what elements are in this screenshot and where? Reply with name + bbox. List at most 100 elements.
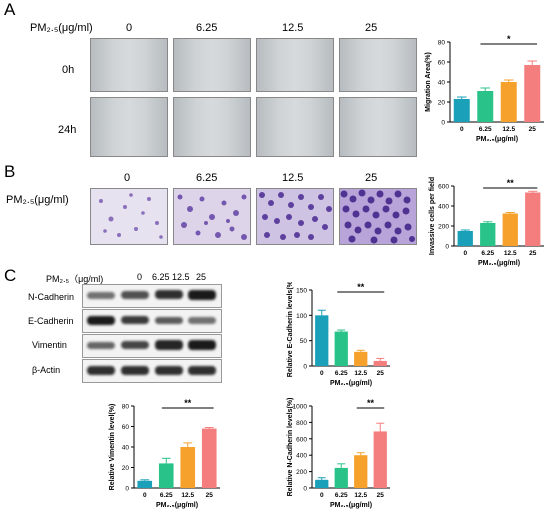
x-tick-label: 6.25 xyxy=(160,492,173,499)
bar xyxy=(180,447,196,488)
transwell-cells-25 xyxy=(340,189,415,244)
bar xyxy=(334,331,348,366)
y-tick-label: 600 xyxy=(438,184,449,191)
y-tick-label: 50 xyxy=(300,338,308,345)
blot-n-cadherin xyxy=(82,284,222,308)
y-tick-label: 60 xyxy=(438,60,446,67)
x-tick-label: 6.25 xyxy=(479,126,492,133)
panel-a-conc-0: 0 xyxy=(126,22,133,34)
blot-band xyxy=(87,292,115,299)
panel-b-conc-0: 0 xyxy=(124,172,131,184)
blot-band xyxy=(188,366,216,375)
bar xyxy=(500,82,517,122)
blot-band xyxy=(188,290,216,300)
panel-b-conc-3: 25 xyxy=(365,172,378,184)
panel-a-letter: A xyxy=(4,0,16,19)
y-tick-label: 600 xyxy=(296,436,307,443)
x-tick-label: 25 xyxy=(206,492,214,499)
y-axis-label: Relative Vimentin level(%) xyxy=(109,404,116,491)
x-tick-label: 25 xyxy=(377,370,385,377)
chart-migration-area: 0 20 40 60 80 Migration Area(%) 0 6.25 12.5 25 PM₂… xyxy=(425,34,544,143)
x-tick-label: 25 xyxy=(529,126,537,133)
bar xyxy=(453,99,470,122)
significance-label: ** xyxy=(357,282,365,292)
y-tick-label: 100 xyxy=(296,313,307,320)
panel-a-conc-1: 6.25 xyxy=(196,22,218,34)
panel-c-conc-2: 12.5 xyxy=(172,272,190,282)
blot-band xyxy=(87,366,115,375)
scratch-image-0h-0 xyxy=(90,38,168,92)
transwell-cells-12.5 xyxy=(259,192,332,240)
x-axis-label: PM₂.₅(μg/ml) xyxy=(476,136,518,143)
scratch-image-24h-0 xyxy=(90,97,168,157)
panel-c-treatment-label: PM₂.₅（μg/ml) xyxy=(46,274,104,284)
y-tick-label: 400 xyxy=(438,204,449,211)
panel-a-treatment-label: PM₂.₅(μg/ml) xyxy=(30,22,93,34)
transwell-cells-0 xyxy=(99,193,163,239)
y-axis-label: Migration Area(%) xyxy=(425,52,432,112)
y-tick-label: 60 xyxy=(122,424,130,431)
y-tick-label: 150 xyxy=(296,288,307,295)
transwell-image-6.25 xyxy=(173,188,251,245)
x-tick-label: 0 xyxy=(320,492,324,499)
bar xyxy=(373,360,387,366)
transwell-image-25 xyxy=(339,188,417,245)
scratch-image-24h-6.25 xyxy=(173,97,251,157)
scratch-image-24h-25 xyxy=(339,97,417,157)
x-tick-label: 25 xyxy=(529,250,537,257)
y-axis-label: Invassive cells per field xyxy=(429,177,436,255)
blot-vimentin xyxy=(82,334,222,358)
x-tick-label: 6.25 xyxy=(335,370,348,377)
x-tick-label: 12.5 xyxy=(502,126,515,133)
blot-e-cadherin xyxy=(82,309,222,333)
panel-a-conc-3: 25 xyxy=(365,22,378,34)
protein-label-n-cadherin: N-Cadherin xyxy=(28,292,75,302)
y-tick-label: 0 xyxy=(445,244,449,251)
protein-label-vimentin: Vimentin xyxy=(32,340,67,350)
y-tick-label: 0 xyxy=(441,120,445,127)
x-axis-label: PM₂.₅(μg/ml) xyxy=(330,380,372,387)
x-tick-label: 0 xyxy=(320,370,324,377)
significance-label: ** xyxy=(507,178,515,188)
blot-band xyxy=(87,316,115,325)
panel-c-conc-1: 6.25 xyxy=(152,272,170,282)
bar xyxy=(137,480,153,488)
y-tick-label: 0 xyxy=(303,364,307,371)
y-tick-label: 0 xyxy=(125,486,129,493)
y-tick-label: 40 xyxy=(122,445,130,452)
y-tick-label: 1000 xyxy=(293,404,308,411)
panel-b-conc-2: 12.5 xyxy=(282,172,304,184)
bar xyxy=(315,479,329,488)
y-tick-label: 400 xyxy=(296,453,307,460)
x-tick-label: 12.5 xyxy=(504,250,517,257)
scratch-image-0h-25 xyxy=(339,38,417,92)
scratch-image-0h-12.5 xyxy=(256,38,334,92)
transwell-image-12.5 xyxy=(256,188,334,245)
y-tick-label: 200 xyxy=(438,224,449,231)
bar xyxy=(315,315,329,366)
panel-c-conc-3: 25 xyxy=(196,272,207,282)
blot-band xyxy=(121,316,149,324)
panel-c-conc-0: 0 xyxy=(137,272,143,282)
x-tick-label: 6.25 xyxy=(481,250,494,257)
panel-c-letter: C xyxy=(4,266,17,285)
panel-b-treatment-label: PM₂.₅(μg/ml) xyxy=(6,194,69,206)
bar xyxy=(502,213,518,246)
blot-band xyxy=(155,366,183,375)
chart-vimentin: 0 20 40 60 80 Relative Vimentin level(%) 0 6.25… xyxy=(109,398,220,509)
y-tick-label: 200 xyxy=(296,469,307,476)
y-tick-label: 80 xyxy=(122,404,130,411)
blot-beta-actin xyxy=(82,359,222,383)
blot-band xyxy=(121,366,149,375)
x-tick-label: 0 xyxy=(463,250,467,257)
blot-band xyxy=(121,341,149,349)
panel-a-row-24h: 24h xyxy=(58,124,77,136)
significance-label: * xyxy=(507,34,511,44)
y-tick-label: 800 xyxy=(296,420,307,427)
y-tick-label: 40 xyxy=(438,80,446,87)
x-tick-label: 6.25 xyxy=(335,492,348,499)
blot-band xyxy=(155,340,183,350)
